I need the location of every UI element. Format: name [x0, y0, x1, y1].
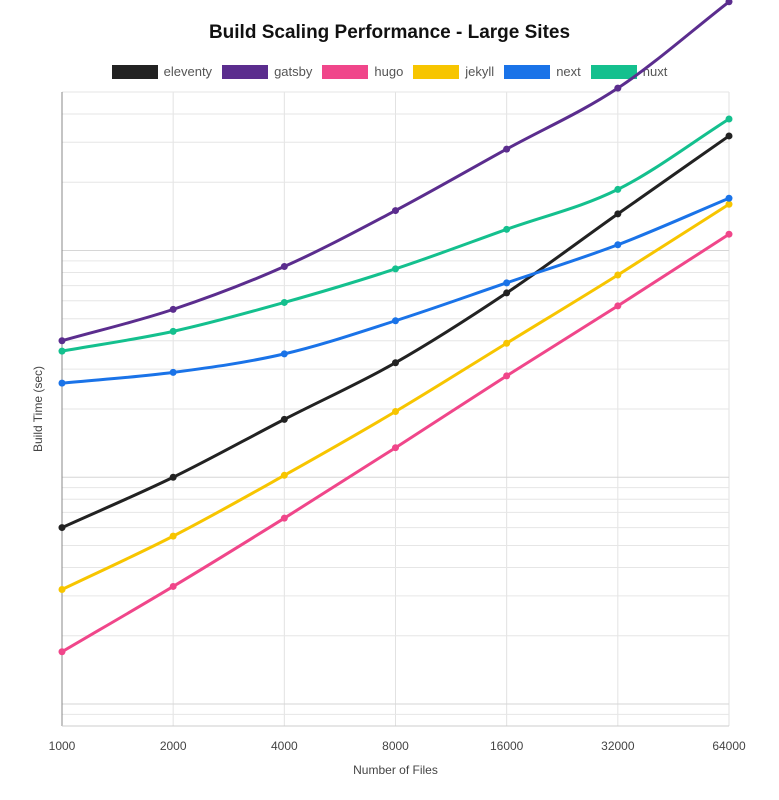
data-point-eleventy[interactable] [503, 289, 511, 297]
data-point-gatsby[interactable] [725, 0, 733, 6]
data-point-nuxt[interactable] [503, 225, 511, 233]
legend-item-hugo[interactable]: hugo [322, 64, 403, 79]
data-point-next[interactable] [725, 194, 733, 202]
series-next [58, 194, 733, 387]
data-point-jekyll[interactable] [392, 407, 399, 415]
legend-item-eleventy[interactable]: eleventy [111, 64, 213, 79]
x-axis-label: Number of Files [353, 763, 438, 777]
y-axis-label: Build Time (sec) [31, 366, 45, 452]
legend-label: hugo [374, 64, 404, 79]
series-eleventy [58, 132, 733, 532]
x-tick-label: 8000 [382, 739, 409, 753]
legend-item-jekyll[interactable]: jekyll [413, 64, 494, 79]
legend: eleventy gatsby hugo jekyll next nuxt [0, 64, 779, 79]
data-point-hugo[interactable] [614, 302, 622, 310]
data-point-eleventy[interactable] [280, 415, 288, 423]
data-point-jekyll[interactable] [725, 200, 733, 208]
data-point-next[interactable] [392, 317, 399, 325]
legend-label: nuxt [642, 64, 668, 79]
x-tick-label: 2000 [160, 739, 187, 753]
data-point-jekyll[interactable] [503, 339, 511, 347]
x-tick-label: 32000 [601, 739, 635, 753]
data-point-gatsby[interactable] [58, 337, 66, 345]
series-gatsby [58, 0, 733, 345]
data-point-jekyll[interactable] [169, 532, 177, 540]
x-tick-label: 16000 [490, 739, 524, 753]
data-point-jekyll[interactable] [58, 585, 66, 593]
data-point-nuxt[interactable] [169, 327, 177, 335]
legend-swatch [413, 64, 460, 79]
legend-swatch [222, 64, 269, 79]
data-point-eleventy[interactable] [392, 359, 399, 367]
data-point-next[interactable] [280, 350, 288, 358]
data-point-hugo[interactable] [169, 582, 177, 590]
data-point-hugo[interactable] [725, 230, 733, 238]
legend-swatch [322, 64, 369, 79]
chart-title: Build Scaling Performance - Large Sites [208, 22, 571, 43]
legend-label: jekyll [465, 64, 495, 79]
axes: 1000 2000 4000 8000 16000 32000 64000 [49, 92, 746, 753]
legend-item-next[interactable]: next [504, 64, 581, 79]
data-point-eleventy[interactable] [58, 524, 66, 532]
legend-label: eleventy [163, 64, 213, 79]
data-point-hugo[interactable] [503, 372, 511, 380]
legend-label: next [556, 64, 581, 79]
data-point-gatsby[interactable] [169, 305, 177, 313]
x-tick-label: 4000 [271, 739, 298, 753]
legend-item-gatsby[interactable]: gatsby [222, 64, 312, 79]
data-point-gatsby[interactable] [503, 145, 511, 153]
data-point-nuxt[interactable] [392, 265, 399, 273]
data-point-hugo[interactable] [280, 514, 288, 522]
legend-item-nuxt[interactable]: nuxt [590, 64, 668, 79]
series-nuxt [58, 115, 733, 355]
series-hugo [58, 230, 733, 656]
data-point-eleventy[interactable] [614, 210, 622, 218]
data-point-gatsby[interactable] [392, 207, 399, 215]
legend-label: gatsby [274, 64, 313, 79]
data-point-eleventy[interactable] [169, 473, 177, 481]
data-point-gatsby[interactable] [614, 84, 622, 92]
x-tick-label: 64000 [712, 739, 746, 753]
data-point-next[interactable] [503, 279, 511, 287]
data-point-nuxt[interactable] [725, 115, 733, 123]
legend-swatch [111, 64, 158, 79]
series [58, 0, 733, 656]
data-point-eleventy[interactable] [725, 132, 733, 140]
data-point-hugo[interactable] [392, 444, 399, 452]
data-point-hugo[interactable] [58, 648, 66, 656]
data-point-nuxt[interactable] [280, 298, 288, 306]
data-point-gatsby[interactable] [280, 263, 288, 271]
series-jekyll [58, 200, 733, 593]
data-point-nuxt[interactable] [58, 347, 66, 355]
data-point-next[interactable] [169, 368, 177, 376]
x-tick-label: 1000 [49, 739, 76, 753]
data-point-next[interactable] [614, 241, 622, 249]
legend-swatch [504, 64, 551, 79]
legend-swatch [590, 64, 637, 79]
data-point-jekyll[interactable] [614, 271, 622, 279]
data-point-nuxt[interactable] [614, 185, 622, 193]
data-point-jekyll[interactable] [280, 471, 288, 479]
data-point-next[interactable] [58, 379, 66, 387]
